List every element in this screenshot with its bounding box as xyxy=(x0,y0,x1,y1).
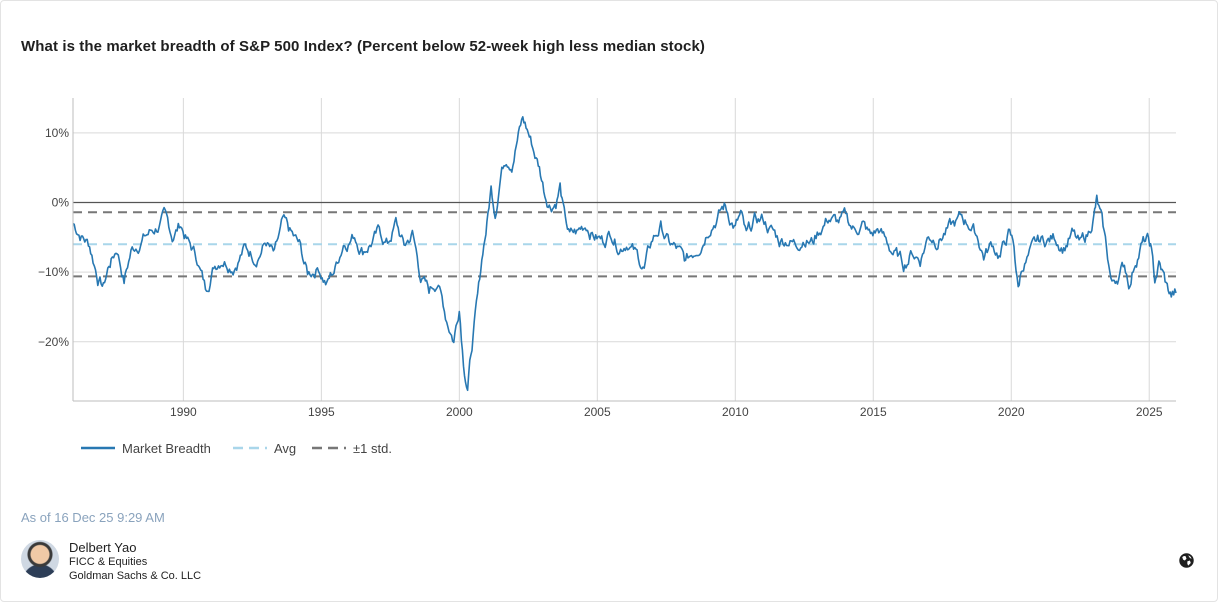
as-of-timestamp: As of 16 Dec 25 9:29 AM xyxy=(21,510,165,525)
y-tick-label: 0% xyxy=(52,195,70,209)
x-tick-label: 2010 xyxy=(722,405,749,419)
y-tick-label: 10% xyxy=(45,126,69,140)
author-block: Delbert Yao FICC & Equities Goldman Sach… xyxy=(21,540,201,583)
y-tick-label: −20% xyxy=(38,335,69,349)
x-tick-label: 2005 xyxy=(584,405,611,419)
x-tick-label: 2000 xyxy=(446,405,473,419)
author-company: Goldman Sachs & Co. LLC xyxy=(69,570,202,582)
y-tick-label: −10% xyxy=(38,265,69,279)
x-tick-label: 1995 xyxy=(308,405,335,419)
legend-label: Avg xyxy=(274,441,296,456)
author-name[interactable]: Delbert Yao xyxy=(69,540,137,555)
legend-label: ±1 std. xyxy=(353,441,392,456)
x-tick-label: 2025 xyxy=(1136,405,1163,419)
market-breadth-chart: 1990 1995 2000 2005 2010 2015 2020 2025 10% 0% −10… xyxy=(38,98,1177,456)
legend-label: Market Breadth xyxy=(122,441,211,456)
author-department: FICC & Equities xyxy=(69,556,148,568)
author-avatar[interactable] xyxy=(21,540,59,578)
globe-icon[interactable] xyxy=(1178,552,1195,569)
chart-title: What is the market breadth of S&P 500 In… xyxy=(21,38,706,55)
x-tick-label: 2015 xyxy=(860,405,887,419)
x-tick-label: 1990 xyxy=(170,405,197,419)
series-line-market-breadth xyxy=(72,116,1177,392)
x-tick-label: 2020 xyxy=(998,405,1025,419)
